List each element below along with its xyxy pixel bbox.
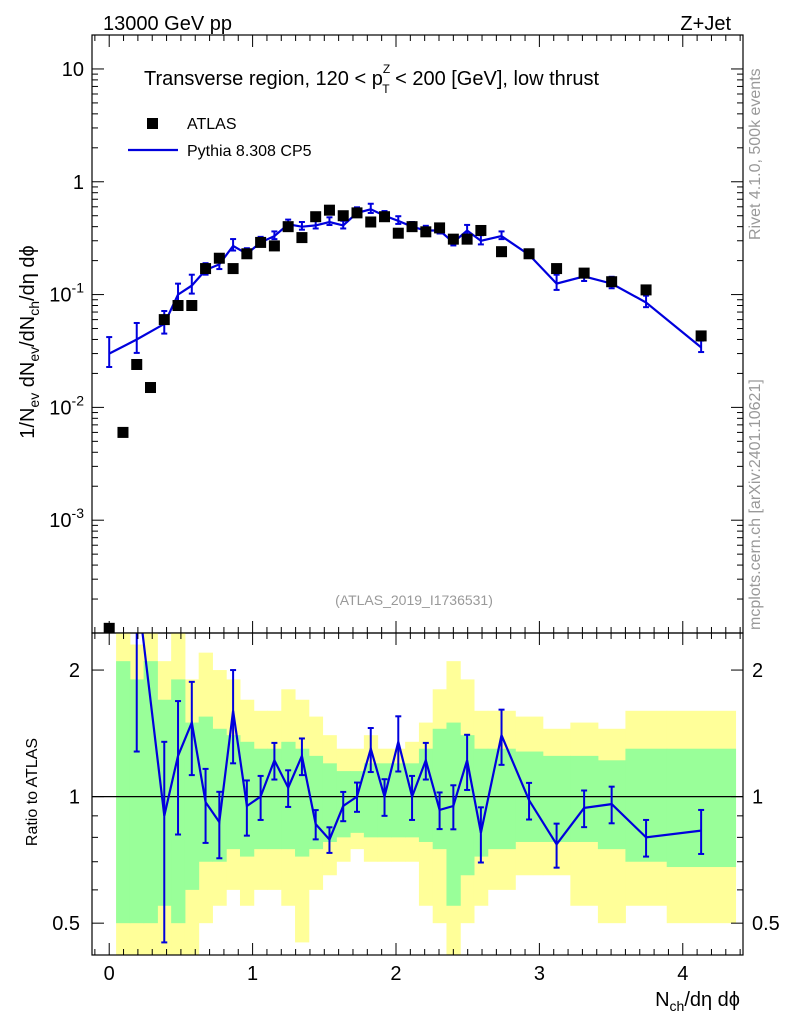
ratio-y-tick-label: 1 <box>69 787 80 809</box>
ratio-y-tick-label-right: 1 <box>752 787 763 809</box>
atlas-data-point <box>310 211 322 223</box>
ratio-band-inner <box>226 735 241 850</box>
atlas-data-point <box>282 221 294 233</box>
ratio-y-axis-label: Ratio to ATLAS <box>24 738 41 846</box>
ratio-band-inner <box>322 763 337 842</box>
title-sub: T <box>382 82 390 96</box>
x-label-part: ch <box>670 998 685 1014</box>
atlas-data-point <box>695 330 707 342</box>
ratio-band-inner <box>432 728 447 850</box>
atlas-data-point <box>296 232 308 244</box>
main-data-layer <box>103 202 707 633</box>
title-sup: Z <box>383 62 390 76</box>
x-axis-label: Nch/dη dϕ <box>655 989 740 1014</box>
atlas-data-point <box>365 216 377 228</box>
ratio-band-inner <box>129 679 145 924</box>
energy-label: 13000 GeV pp <box>103 13 232 35</box>
ratio-band-inner <box>267 748 282 850</box>
main-plot-panel: 10 1 10-1 10-2 10-3 Transverse region, 120 <… <box>17 34 744 634</box>
ratio-plot-frame <box>91 632 744 956</box>
y-label-part: ch <box>26 301 42 316</box>
ratio-y-tick-label-right: 0.5 <box>752 913 780 935</box>
x-label-part: N <box>655 989 669 1011</box>
y-label-part: ev <box>26 393 42 408</box>
title-part-after: < 200 [GeV], low thrust <box>390 68 600 90</box>
atlas-data-point <box>406 221 418 233</box>
main-axes: 10 1 10-1 10-2 10-3 <box>49 34 743 634</box>
atlas-data-point <box>379 211 391 223</box>
ratio-band-inner <box>184 722 200 890</box>
ratio-band-inner <box>308 755 324 850</box>
atlas-data-point <box>117 426 129 438</box>
atlas-data-point <box>241 248 253 260</box>
x-tick-label: 0 <box>104 963 115 985</box>
ratio-axes: 2 2 1 1 0.5 0.5 0 1 2 3 4 <box>52 633 780 985</box>
ratio-y-tick-label: 0.5 <box>52 913 80 935</box>
atlas-data-point <box>255 236 267 248</box>
ratio-band-inner <box>116 661 131 924</box>
y-label-part: /dN <box>17 316 39 347</box>
atlas-data-point <box>323 204 335 216</box>
legend-atlas-marker <box>147 118 158 129</box>
process-label: Z+Jet <box>680 13 731 35</box>
x-tick-label: 2 <box>390 963 401 985</box>
y-label-part: 1/N <box>17 408 39 439</box>
y-label-part: dN <box>17 362 39 393</box>
legend-atlas-label: ATLAS <box>187 116 237 133</box>
atlas-data-point <box>523 248 535 260</box>
x-tick-label: 3 <box>534 963 545 985</box>
rivet-version-label: Rivet 4.1.0, 500k events <box>747 68 764 240</box>
main-y-tick-label: 1 <box>73 172 84 194</box>
atlas-data-point <box>475 224 487 236</box>
x-label-part: /dη dϕ <box>684 989 740 1011</box>
atlas-data-point <box>213 252 225 264</box>
atlas-data-point <box>227 263 239 275</box>
plot-title: Transverse region, 120 < pZ T < 200 [GeV]… <box>144 62 600 96</box>
y-label-part: ev <box>26 347 42 362</box>
ratio-band-inner <box>391 763 406 838</box>
source-label: mcplots.cern.ch [arXiv:2401.10621] <box>747 379 764 630</box>
analysis-watermark: (ATLAS_2019_I1736531) <box>335 592 493 608</box>
atlas-data-point <box>131 358 143 370</box>
atlas-data-point <box>268 240 280 252</box>
atlas-data-point <box>578 267 590 279</box>
title-part-before: Transverse region, 120 < p <box>144 68 383 90</box>
atlas-data-point <box>496 246 508 258</box>
x-tick-label: 1 <box>247 963 258 985</box>
ratio-data-layer <box>92 633 743 955</box>
atlas-data-point <box>200 263 212 275</box>
ratio-plot-panel: 2 2 1 1 0.5 0.5 0 1 2 3 4 Ratio to ATLAS Nch/dη dϕ <box>24 632 780 1014</box>
x-tick-label: 4 <box>677 963 688 985</box>
ratio-pythia-line <box>141 633 702 847</box>
y-label-part: /dη dϕ <box>17 245 39 301</box>
ratio-y-tick-label-right: 2 <box>752 660 763 682</box>
atlas-data-point <box>461 233 473 245</box>
atlas-data-point <box>392 227 404 239</box>
ratio-y-tick-label: 2 <box>69 660 80 682</box>
atlas-data-point <box>551 263 563 275</box>
atlas-data-point <box>640 284 652 296</box>
atlas-data-point <box>145 382 157 394</box>
ratio-band-inner <box>473 748 489 857</box>
main-y-tick-label: 10-2 <box>49 392 84 419</box>
atlas-data-point <box>172 300 184 312</box>
main-y-tick-label: 10-3 <box>49 505 84 532</box>
legend-pythia-label: Pythia 8.308 CP5 <box>187 143 312 160</box>
atlas-data-point <box>186 300 198 312</box>
atlas-data-point <box>158 314 170 326</box>
main-y-axis-label: 1/Nev dNev/dNch/dη dϕ <box>17 245 42 438</box>
ratio-band-inner <box>363 763 379 838</box>
main-y-tick-label: 10-1 <box>49 280 84 307</box>
atlas-data-point <box>606 276 618 288</box>
atlas-data-point <box>434 222 446 234</box>
atlas-data-point <box>447 233 459 245</box>
atlas-data-point <box>351 207 363 219</box>
atlas-data-point <box>420 226 432 238</box>
main-y-tick-label: 10 <box>62 59 84 81</box>
atlas-data-point <box>337 210 349 222</box>
